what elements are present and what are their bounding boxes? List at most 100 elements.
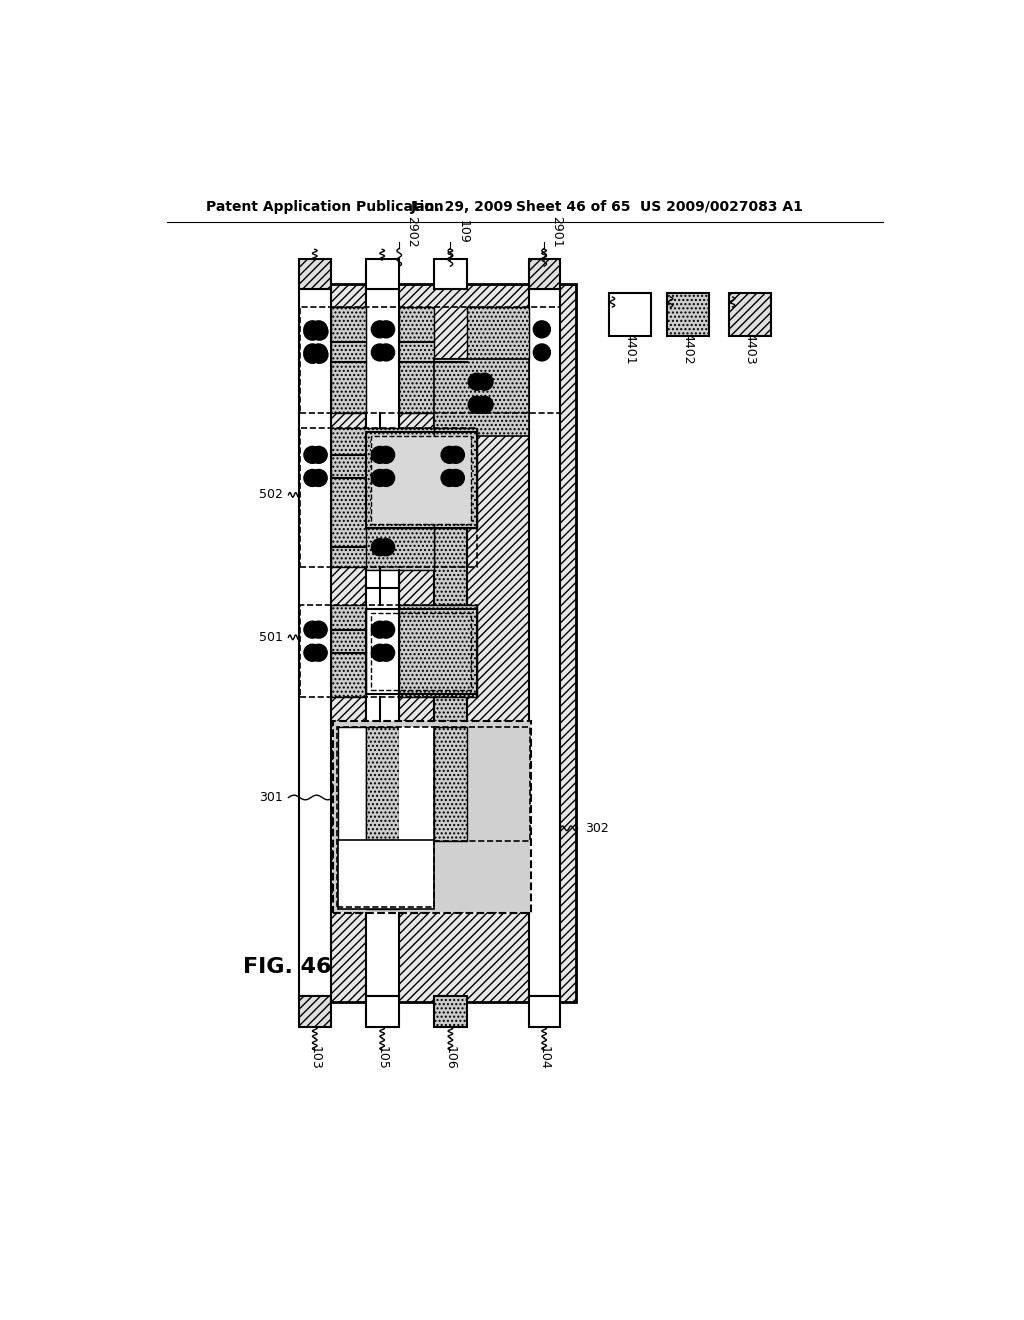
Bar: [333, 721, 531, 913]
Circle shape: [304, 345, 321, 360]
Text: 106: 106: [443, 1045, 457, 1069]
Circle shape: [304, 446, 321, 463]
Bar: [371, 436, 471, 524]
Circle shape: [372, 345, 388, 360]
Bar: [331, 428, 434, 566]
Text: FIG. 46: FIG. 46: [243, 957, 331, 977]
Bar: [334, 721, 530, 912]
Bar: [366, 727, 399, 909]
Bar: [299, 289, 331, 997]
Circle shape: [304, 323, 321, 341]
Circle shape: [304, 321, 321, 338]
Bar: [434, 359, 467, 743]
Bar: [300, 428, 477, 566]
Circle shape: [378, 470, 394, 487]
Text: 109: 109: [457, 219, 470, 243]
Text: 105: 105: [376, 1045, 389, 1069]
Bar: [338, 840, 434, 909]
Circle shape: [534, 321, 550, 338]
Circle shape: [372, 539, 388, 556]
Bar: [434, 997, 467, 1027]
Text: Patent Application Publication: Patent Application Publication: [206, 199, 443, 214]
Bar: [729, 293, 771, 335]
Bar: [434, 359, 528, 436]
Bar: [300, 308, 560, 412]
Bar: [399, 308, 434, 412]
Text: Sheet 46 of 65: Sheet 46 of 65: [515, 199, 630, 214]
Circle shape: [304, 470, 321, 487]
Bar: [608, 293, 651, 335]
Circle shape: [447, 446, 464, 463]
Bar: [366, 609, 477, 693]
Circle shape: [372, 470, 388, 487]
Text: 501: 501: [259, 631, 283, 644]
Bar: [299, 997, 331, 1027]
Circle shape: [378, 446, 394, 463]
Circle shape: [468, 396, 485, 413]
Bar: [366, 259, 399, 289]
Bar: [667, 293, 710, 335]
Bar: [338, 727, 366, 906]
Bar: [434, 428, 477, 528]
Circle shape: [311, 346, 328, 363]
Circle shape: [310, 644, 328, 661]
Circle shape: [378, 539, 394, 556]
Bar: [299, 259, 331, 289]
Bar: [434, 259, 467, 289]
Bar: [434, 727, 467, 841]
Bar: [467, 308, 528, 359]
Circle shape: [534, 345, 550, 360]
Circle shape: [468, 374, 485, 391]
Bar: [434, 726, 530, 841]
Circle shape: [304, 622, 321, 638]
Text: 4401: 4401: [623, 333, 636, 364]
Bar: [337, 726, 434, 907]
Circle shape: [476, 396, 493, 413]
Circle shape: [304, 644, 321, 661]
Text: 302: 302: [586, 822, 609, 834]
Text: 301: 301: [259, 791, 283, 804]
Text: US 2009/0027083 A1: US 2009/0027083 A1: [640, 199, 803, 214]
Bar: [331, 308, 366, 412]
Circle shape: [378, 644, 394, 661]
Circle shape: [441, 446, 458, 463]
Bar: [371, 436, 471, 524]
Text: 2902: 2902: [406, 215, 419, 247]
Circle shape: [304, 346, 321, 363]
Text: 2901: 2901: [550, 215, 563, 247]
Bar: [334, 721, 530, 912]
Bar: [399, 727, 434, 909]
Circle shape: [441, 470, 458, 487]
Bar: [366, 997, 399, 1027]
Circle shape: [310, 446, 328, 463]
Circle shape: [378, 622, 394, 638]
Bar: [528, 259, 560, 289]
Bar: [399, 605, 477, 697]
Circle shape: [310, 345, 328, 360]
Text: 502: 502: [259, 488, 283, 502]
Circle shape: [311, 323, 328, 341]
Bar: [331, 605, 366, 697]
Circle shape: [372, 622, 388, 638]
Bar: [371, 612, 471, 689]
Bar: [366, 528, 434, 570]
Text: 4402: 4402: [681, 333, 694, 364]
Circle shape: [447, 470, 464, 487]
Bar: [300, 605, 477, 697]
Text: 103: 103: [308, 1045, 322, 1069]
Circle shape: [378, 321, 394, 338]
Bar: [528, 997, 560, 1027]
Circle shape: [310, 321, 328, 338]
Bar: [528, 289, 560, 997]
Circle shape: [310, 470, 328, 487]
Circle shape: [378, 345, 394, 360]
Bar: [366, 432, 477, 528]
Bar: [366, 289, 399, 997]
Text: Jan. 29, 2009: Jan. 29, 2009: [411, 199, 514, 214]
Circle shape: [310, 622, 328, 638]
Circle shape: [372, 446, 388, 463]
Text: 104: 104: [538, 1045, 551, 1069]
Circle shape: [372, 321, 388, 338]
Text: 4403: 4403: [743, 333, 756, 364]
Circle shape: [476, 374, 493, 391]
